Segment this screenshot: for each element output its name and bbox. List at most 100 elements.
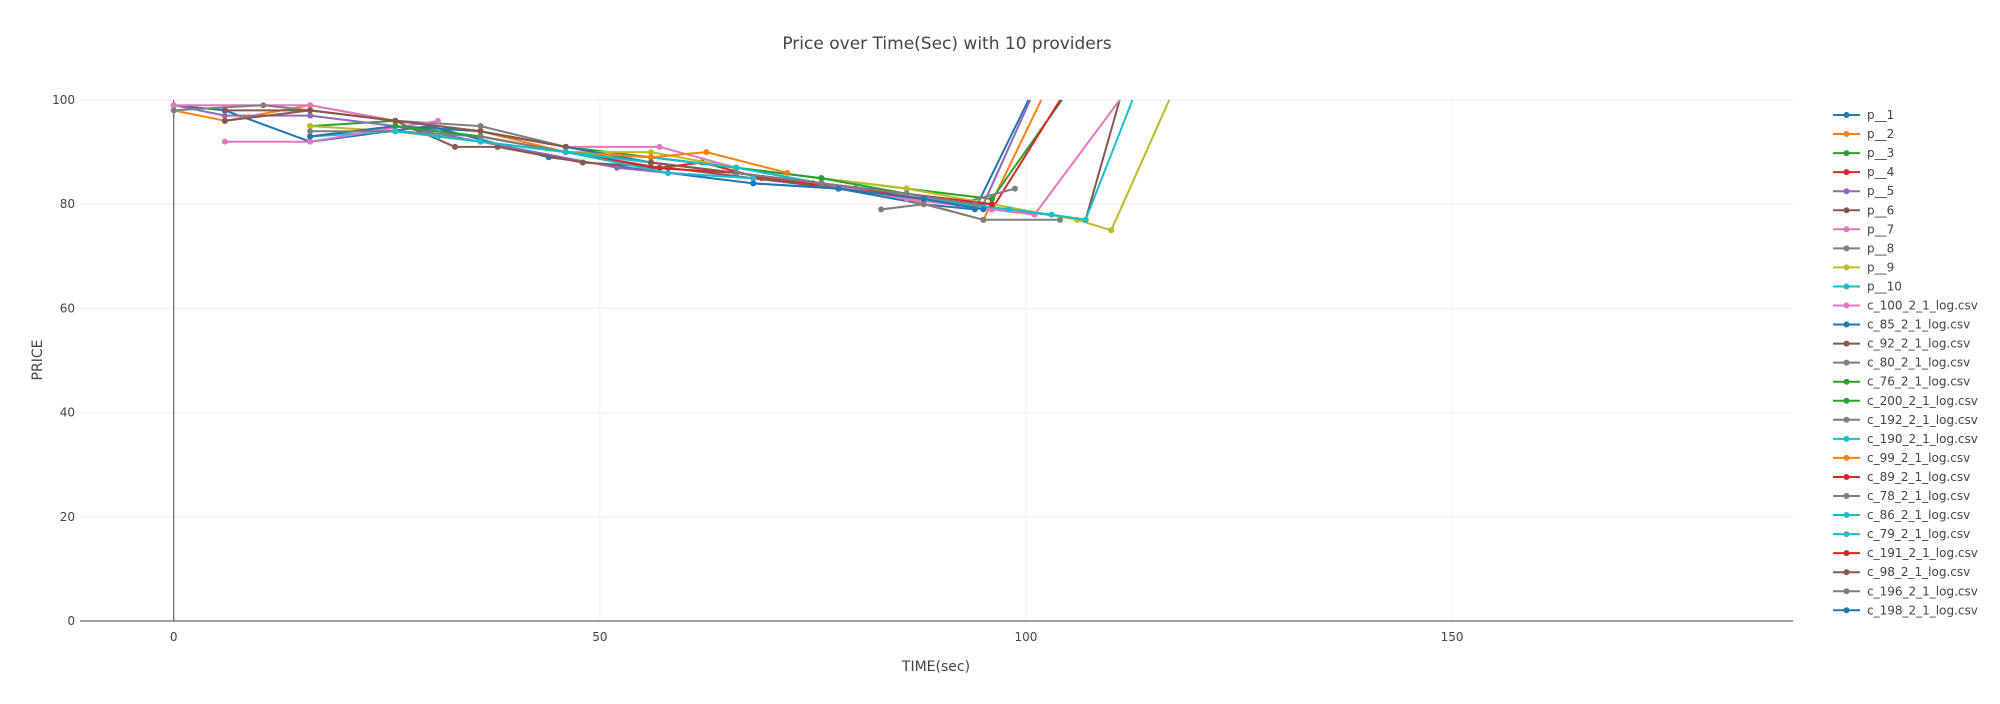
legend-item[interactable]: c_200_2_1_log.csv <box>1833 394 1978 408</box>
grid-lines <box>80 99 1793 621</box>
y-tick-label: 100 <box>52 93 75 107</box>
legend-item[interactable]: c_85_2_1_log.csv <box>1833 318 1970 332</box>
data-point <box>307 102 314 109</box>
legend-item[interactable]: p__9 <box>1833 260 1894 274</box>
y-tick-label: 60 <box>60 301 75 315</box>
legend-marker <box>1843 397 1850 404</box>
data-point <box>878 206 885 213</box>
legend-item[interactable]: p__1 <box>1833 108 1894 122</box>
legend-label: p__3 <box>1867 146 1894 160</box>
legend-label: c_89_2_1_log.csv <box>1867 470 1970 484</box>
legend-marker <box>1843 550 1850 557</box>
series-line <box>736 171 976 206</box>
data-point <box>818 175 825 182</box>
data-point <box>221 112 228 119</box>
data-point <box>733 169 740 176</box>
data-point <box>307 112 314 119</box>
data-point <box>477 133 484 140</box>
data-point <box>434 133 441 140</box>
legend-item[interactable]: c_196_2_1_log.csv <box>1833 584 1978 598</box>
data-point <box>835 185 842 192</box>
data-point <box>477 128 484 135</box>
tick-labels: 0 50 100 150 0 20 40 60 80 100 <box>52 93 1463 644</box>
legend-label: c_79_2_1_log.csv <box>1867 527 1970 541</box>
data-point <box>221 117 228 124</box>
legend-label: c_78_2_1_log.csv <box>1867 489 1970 503</box>
legend-item[interactable]: c_191_2_1_log.csv <box>1833 546 1978 560</box>
legend-marker <box>1843 245 1850 252</box>
legend-label: p__5 <box>1867 184 1894 198</box>
series-c_92_2_1_log.csv <box>221 107 569 150</box>
data-point <box>221 138 228 145</box>
legend[interactable]: p__1 p__2 p__3 p__4 p__5 p__6 p__7 p__8 p__9 p__1… <box>1833 108 1978 617</box>
legend-marker <box>1843 112 1850 118</box>
data-point <box>784 169 791 176</box>
legend-item[interactable]: c_92_2_1_log.csv <box>1833 337 1970 351</box>
legend-marker <box>1843 264 1850 271</box>
legend-item[interactable]: c_89_2_1_log.csv <box>1833 470 1970 484</box>
series-line <box>565 151 788 174</box>
legend-marker <box>1843 473 1850 480</box>
data-point <box>1108 227 1115 234</box>
legend-item[interactable]: c_100_2_1_log.csv <box>1833 299 1978 313</box>
legend-item[interactable]: p__4 <box>1833 165 1894 179</box>
legend-label: c_85_2_1_log.csv <box>1867 318 1970 332</box>
y-tick-label: 20 <box>60 510 75 524</box>
legend-item[interactable]: p__2 <box>1833 127 1894 141</box>
legend-item[interactable]: p__6 <box>1833 203 1894 217</box>
legend-item[interactable]: c_190_2_1_log.csv <box>1833 432 1978 446</box>
legend-label: p__1 <box>1867 108 1894 122</box>
data-point <box>656 143 663 150</box>
data-point <box>613 164 620 171</box>
series-line <box>753 182 984 211</box>
data-point <box>988 195 995 202</box>
legend-item[interactable]: c_86_2_1_log.csv <box>1833 508 1970 522</box>
legend-item[interactable]: c_192_2_1_log.csv <box>1833 413 1978 427</box>
data-point <box>971 201 978 208</box>
legend-label: p__4 <box>1867 165 1894 179</box>
legend-item[interactable]: p__7 <box>1833 222 1894 236</box>
legend-marker <box>1843 302 1850 309</box>
data-point <box>260 102 267 109</box>
legend-item[interactable]: p__3 <box>1833 146 1894 160</box>
data-point <box>920 195 927 202</box>
legend-item[interactable]: c_76_2_1_log.csv <box>1833 375 1970 389</box>
y-tick-label: 40 <box>60 406 75 420</box>
legend-item[interactable]: c_78_2_1_log.csv <box>1833 489 1970 503</box>
data-point <box>733 164 740 171</box>
legend-label: c_198_2_1_log.csv <box>1867 603 1978 617</box>
data-point <box>1011 185 1018 192</box>
legend-marker <box>1843 340 1850 347</box>
x-tick-label: 100 <box>1015 630 1038 644</box>
axes <box>80 100 1793 622</box>
data-point <box>170 102 177 109</box>
legend-label: c_99_2_1_log.csv <box>1867 451 1970 465</box>
legend-item[interactable]: p__10 <box>1833 279 1902 293</box>
legend-marker <box>1843 493 1850 499</box>
legend-label: c_196_2_1_log.csv <box>1867 584 1978 598</box>
legend-item[interactable]: c_79_2_1_log.csv <box>1833 527 1970 541</box>
data-point <box>307 123 314 130</box>
legend-item[interactable]: c_198_2_1_log.csv <box>1833 603 1978 617</box>
legend-item[interactable]: p__8 <box>1833 241 1894 255</box>
data-point <box>903 190 910 197</box>
legend-marker <box>1843 359 1850 366</box>
legend-item[interactable]: c_99_2_1_log.csv <box>1833 451 1970 465</box>
data-point <box>1082 216 1089 223</box>
legend-label: c_80_2_1_log.csv <box>1867 356 1970 370</box>
legend-marker <box>1843 150 1850 157</box>
data-point <box>648 159 654 166</box>
data-point <box>980 206 987 213</box>
legend-item[interactable]: c_98_2_1_log.csv <box>1833 565 1970 579</box>
legend-label: c_191_2_1_log.csv <box>1867 546 1978 560</box>
legend-marker <box>1843 588 1850 595</box>
legend-item[interactable]: c_80_2_1_log.csv <box>1833 356 1970 370</box>
legend-label: p__8 <box>1867 241 1894 255</box>
legend-marker <box>1843 207 1850 214</box>
data-point <box>703 149 710 156</box>
legend-item[interactable]: p__5 <box>1833 184 1894 198</box>
data-point <box>307 138 314 145</box>
legend-marker <box>1843 226 1850 233</box>
x-tick-label: 50 <box>592 630 607 644</box>
